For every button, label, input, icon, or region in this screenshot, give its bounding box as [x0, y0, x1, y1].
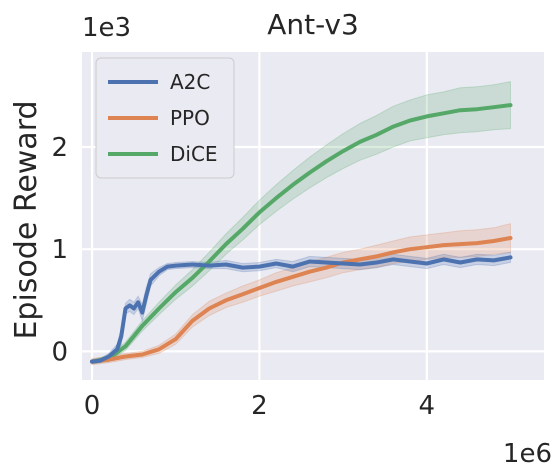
x-tick-label: 4 — [419, 391, 436, 421]
legend-label-a2c: A2C — [170, 70, 210, 94]
legend-box — [95, 57, 235, 179]
series-line-a2c — [90, 255, 513, 364]
chart-title: Ant-v3 — [267, 8, 359, 41]
y-tick-label: 2 — [51, 133, 68, 163]
legend-label-ppo: PPO — [170, 106, 210, 130]
legend-label-dice: DiCE — [170, 142, 218, 166]
series-line-dice — [90, 103, 513, 364]
tick-labels: 0 2 4 0 1 2 — [51, 133, 435, 421]
y-axis-multiplier: 1e3 — [82, 13, 131, 43]
x-tick-label: 2 — [251, 391, 268, 421]
x-axis-multiplier: 1e6 — [503, 439, 552, 469]
x-tick-label: 0 — [84, 391, 101, 421]
y-tick-label: 0 — [51, 337, 68, 367]
y-axis-title: Episode Reward — [9, 100, 44, 339]
legend: A2C PPO DiCE — [95, 57, 235, 179]
band-ppo — [91, 223, 511, 366]
series-lines — [90, 103, 513, 364]
series-line-ppo — [90, 236, 513, 364]
y-tick-label: 1 — [51, 235, 68, 265]
